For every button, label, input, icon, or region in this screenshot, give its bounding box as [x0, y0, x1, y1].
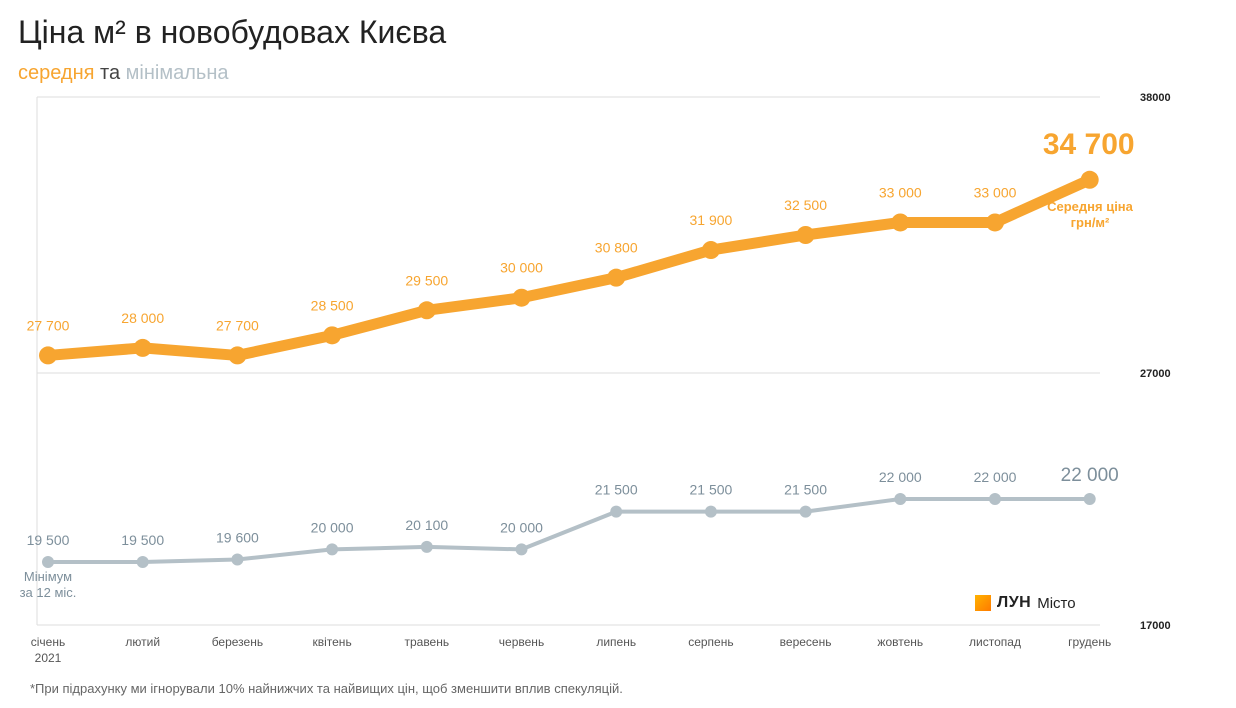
x-tick-label: березень — [212, 635, 263, 649]
x-tick-label: квітень — [312, 635, 351, 649]
page-title: Ціна м² в новобудовах Києва — [18, 14, 447, 50]
data-label-minimum: 21 500 — [595, 482, 638, 498]
subtitle-and: та — [100, 62, 121, 84]
data-label-average: 31 900 — [689, 212, 732, 228]
y-tick-label: 38000 — [1140, 92, 1171, 104]
data-label-minimum: 20 000 — [500, 519, 543, 535]
data-label-average: 28 000 — [121, 310, 164, 326]
series-line-average — [42, 174, 1096, 361]
data-point-minimum — [799, 505, 812, 518]
lun-logo: ЛУН Місто — [975, 594, 1076, 612]
data-point-average — [39, 346, 57, 365]
subtitle-average: середня — [18, 62, 95, 84]
data-label-average: 30 000 — [500, 260, 543, 276]
x-tick-label: травень — [404, 635, 449, 649]
x-tick-label: червень — [499, 635, 544, 649]
data-point-minimum — [136, 556, 149, 568]
x-tick-label: жовтень — [877, 635, 923, 649]
x-tick-label: листопад — [969, 635, 1021, 649]
data-point-average — [986, 213, 1004, 232]
data-label-minimum: 19 600 — [216, 529, 259, 545]
data-point-average — [701, 241, 720, 260]
data-point-minimum — [231, 553, 244, 566]
y-tick-label: 17000 — [1140, 620, 1171, 632]
data-label-average: 27 700 — [27, 317, 70, 333]
data-point-minimum — [42, 556, 54, 568]
data-point-average — [323, 326, 342, 345]
data-label-minimum: 20 000 — [311, 519, 354, 535]
data-label-minimum: 22 000 — [1061, 465, 1119, 486]
y-tick-label: 27000 — [1140, 368, 1171, 380]
page-subtitle: середня та мінімальна — [18, 62, 228, 85]
x-tick-label: вересень — [780, 635, 832, 649]
data-point-minimum — [704, 505, 717, 518]
x-tick-label: грудень — [1068, 635, 1111, 649]
data-label-average: 28 500 — [311, 297, 354, 313]
data-label-minimum: 21 500 — [689, 482, 732, 498]
data-point-average — [607, 268, 626, 287]
data-point-average — [417, 301, 436, 320]
data-label-average: 33 000 — [879, 184, 922, 200]
data-label-minimum: 19 500 — [27, 532, 70, 548]
data-point-minimum — [420, 540, 433, 553]
data-point-average — [796, 226, 815, 244]
lun-logo-icon — [975, 595, 991, 611]
lun-logo-subtext: Місто — [1037, 594, 1076, 612]
footnote: *При підрахунку ми ігнорували 10% найниж… — [30, 681, 623, 696]
subtitle-minimum: мінімальна — [125, 62, 229, 84]
series-line-minimum — [48, 497, 1090, 564]
data-point-minimum — [515, 543, 528, 556]
data-point-average — [228, 346, 247, 365]
minimum-note: за 12 міс. — [20, 585, 77, 600]
x-tick-label: лютий — [125, 635, 160, 649]
data-label-minimum: 21 500 — [784, 482, 827, 498]
x-tick-label: липень — [596, 635, 636, 649]
data-point-average — [891, 213, 910, 232]
data-point-average — [1080, 170, 1099, 189]
x-tick-label: січень — [31, 635, 65, 649]
data-point-minimum — [326, 543, 339, 556]
data-label-average: 32 500 — [784, 197, 827, 213]
data-label-minimum: 22 000 — [879, 469, 922, 485]
data-label-average: 30 800 — [595, 240, 638, 256]
data-label-minimum: 22 000 — [974, 469, 1017, 485]
x-tick-label: серпень — [688, 635, 733, 649]
data-label-average: 34 700 — [1043, 128, 1135, 161]
data-point-average — [512, 288, 531, 307]
data-point-minimum — [894, 493, 907, 505]
minimum-note: Мінімум — [24, 569, 72, 584]
data-point-minimum — [610, 505, 623, 518]
average-note: грн/м² — [1071, 215, 1110, 230]
lun-logo-text: ЛУН — [997, 594, 1032, 611]
data-label-average: 27 700 — [216, 317, 259, 333]
data-label-average: 33 000 — [974, 184, 1017, 200]
data-label-average: 29 500 — [405, 272, 448, 288]
x-year-label: 2021 — [35, 651, 62, 665]
data-point-minimum — [1083, 493, 1096, 505]
data-label-minimum: 19 500 — [121, 532, 164, 548]
data-point-average — [133, 338, 152, 357]
average-note: Середня ціна — [1047, 199, 1134, 214]
data-point-minimum — [989, 493, 1001, 505]
data-label-minimum: 20 100 — [405, 517, 448, 533]
